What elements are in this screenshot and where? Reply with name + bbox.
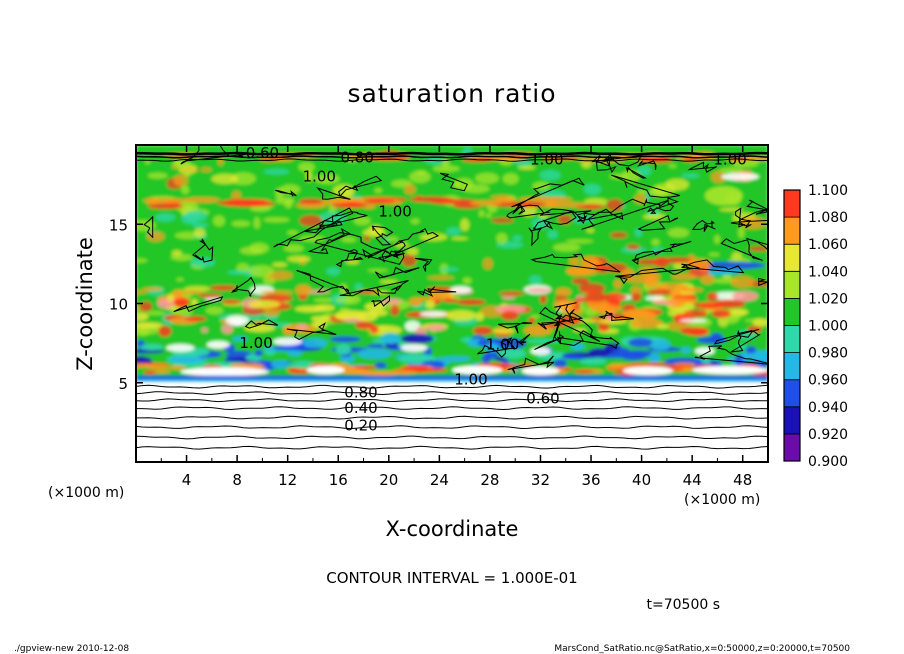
colorbar-label: 0.980 (808, 346, 848, 362)
colorbar-label: 1.100 (808, 183, 848, 199)
colorbar-swatch (783, 325, 801, 354)
contour-label: 1.00 (303, 168, 336, 186)
contour-label: 1.00 (486, 336, 519, 354)
x-tick-label: 28 (480, 471, 499, 489)
contour-label: 1.00 (530, 150, 563, 168)
colorbar-swatch (783, 216, 801, 245)
y-axis-ticks: 5 10 15 (109, 216, 768, 393)
colorbar-label: 1.040 (808, 264, 848, 280)
x-tick-label: 36 (581, 471, 600, 489)
contour-label: 1.00 (239, 334, 272, 352)
y-axis-label: Z-coordinate (73, 237, 97, 371)
colorbar-swatch (783, 189, 801, 218)
y-tick-label: 15 (109, 216, 128, 234)
colorbar-label: 0.900 (808, 454, 848, 470)
footer-right: MarsCond_SatRatio.nc@SatRatio,x=0:50000,… (554, 644, 850, 654)
colorbar-label: 0.920 (808, 427, 848, 443)
contour-label: 0.40 (344, 399, 377, 417)
contour-interval: CONTOUR INTERVAL = 1.000E-01 (326, 569, 577, 587)
colorbar: 0.900 0.920 0.940 0.960 0.980 1.000 1.020 1.040… (783, 183, 848, 470)
colorbar-swatch (783, 270, 801, 299)
contour-label: 0.80 (344, 383, 377, 401)
colorbar-label: 1.000 (808, 319, 848, 335)
x-tick-label: 24 (430, 471, 449, 489)
time-label: t=70500 s (647, 597, 721, 613)
y-tick-label: 5 (118, 375, 128, 393)
colorbar-frame (783, 189, 801, 462)
contour-label: 0.60 (246, 144, 279, 162)
contour-lines (136, 145, 768, 450)
x-tick-label: 32 (531, 471, 550, 489)
x-axis-ticks: 4 8 12 16 20 24 28 32 36 40 44 48 (160, 145, 752, 489)
contour-label: 0.80 (340, 149, 373, 167)
colorbar-swatch (783, 379, 801, 408)
x-tick-label: 20 (379, 471, 398, 489)
colorbar-label: 1.060 (808, 237, 848, 253)
x-tick-label: 16 (329, 471, 348, 489)
colorbar-swatch (783, 297, 801, 326)
y-tick-label: 10 (109, 296, 128, 314)
colorbar-label: 1.080 (808, 210, 848, 226)
contour-label: 1.00 (713, 150, 746, 168)
colorbar-label: 0.940 (808, 400, 848, 416)
chart-title: saturation ratio (347, 79, 556, 108)
contour-labels: 0.200.400.600.801.001.00 1.001.001.000.60… (239, 144, 746, 435)
saturation-field (136, 145, 768, 382)
x-tick-label: 48 (733, 471, 752, 489)
x-tick-label: 12 (278, 471, 297, 489)
colorbar-swatch (783, 243, 801, 272)
contour-label: 0.60 (526, 390, 559, 408)
x-unit-label: (×1000 m) (684, 492, 760, 508)
colorbar-label: 0.960 (808, 373, 848, 389)
plot-area: 0.200.400.600.801.001.00 1.001.001.000.60… (109, 144, 769, 489)
x-tick-label: 44 (683, 471, 702, 489)
x-tick-label: 8 (232, 471, 242, 489)
colorbar-swatch (783, 352, 801, 381)
footer-left: ./gpview-new 2010-12-08 (14, 644, 129, 654)
contour-label: 1.00 (454, 371, 487, 389)
z-unit-label: (×1000 m) (48, 485, 124, 501)
colorbar-label: 1.020 (808, 291, 848, 307)
x-tick-label: 4 (182, 471, 192, 489)
contour-label: 0.20 (344, 417, 377, 435)
colorbar-swatch (783, 433, 801, 462)
x-tick-label: 40 (632, 471, 651, 489)
colorbar-swatch (783, 406, 801, 435)
contour-label: 1.00 (378, 203, 411, 221)
x-axis-label: X-coordinate (386, 517, 519, 541)
